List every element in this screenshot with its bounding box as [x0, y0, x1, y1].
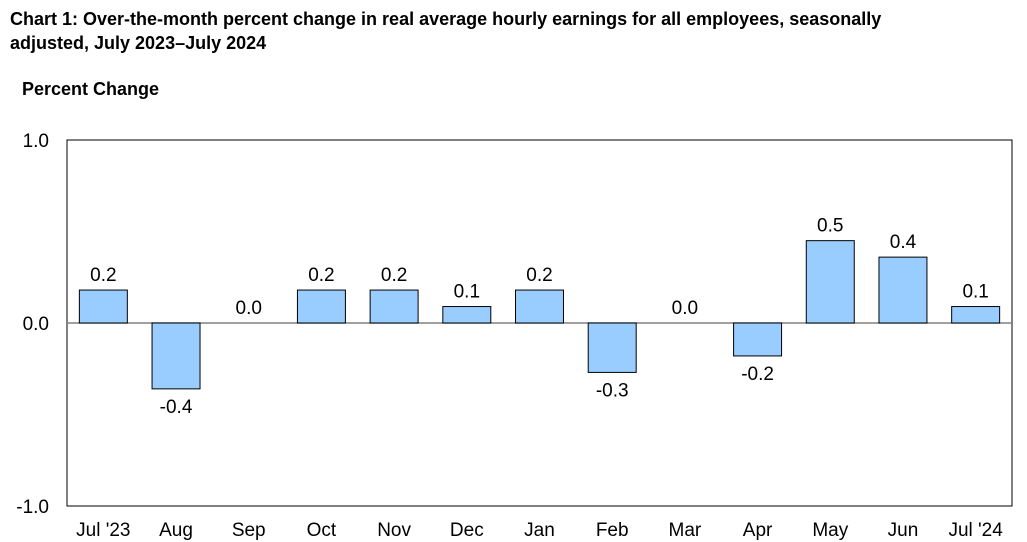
data-label: 0.5	[817, 216, 843, 237]
x-tick-label: Jul '23	[76, 520, 130, 541]
data-label: 0.0	[236, 298, 262, 319]
bar	[442, 306, 492, 324]
data-label: 0.1	[962, 282, 988, 303]
chart-title-line1: Chart 1: Over-the-month percent change i…	[10, 9, 881, 29]
data-label: -0.3	[596, 380, 629, 401]
x-tick-label: Mar	[669, 520, 702, 541]
y-axis-label: Percent Change	[22, 79, 159, 99]
data-label: 0.0	[672, 298, 698, 319]
bar	[733, 322, 783, 357]
x-tick-label: Dec	[450, 520, 484, 541]
x-tick-label: Oct	[307, 520, 337, 541]
x-tick-label: Apr	[743, 520, 773, 541]
x-tick-label: Feb	[596, 520, 629, 541]
bar	[587, 322, 637, 373]
y-tick-label: -1.0	[16, 497, 49, 518]
x-tick-label: May	[812, 520, 848, 541]
y-tick-label: 1.0	[23, 131, 49, 152]
y-tick-label: 0.0	[23, 314, 49, 335]
bar	[151, 322, 201, 390]
data-label: 0.2	[381, 265, 407, 286]
bar	[78, 289, 128, 324]
bar	[296, 289, 346, 324]
x-tick-label: Sep	[232, 520, 266, 541]
bar	[369, 289, 419, 324]
data-label: 0.4	[890, 232, 917, 253]
data-label: -0.4	[160, 397, 193, 418]
data-label: 0.2	[526, 265, 552, 286]
x-tick-label: Jan	[524, 520, 555, 541]
data-label: 0.1	[454, 282, 480, 303]
x-tick-label: Aug	[159, 520, 193, 541]
x-tick-label: Jul '24	[948, 520, 1003, 541]
x-tick-label: Nov	[377, 520, 411, 541]
bar	[805, 240, 855, 324]
x-tick-label: Jun	[888, 520, 919, 541]
data-label: 0.2	[90, 265, 116, 286]
bar	[515, 289, 564, 324]
data-label: 0.2	[308, 265, 334, 286]
data-label: -0.2	[741, 364, 774, 385]
chart-title-line2: adjusted, July 2023–July 2024	[10, 33, 266, 53]
bar	[951, 306, 1001, 324]
bar	[878, 256, 928, 324]
